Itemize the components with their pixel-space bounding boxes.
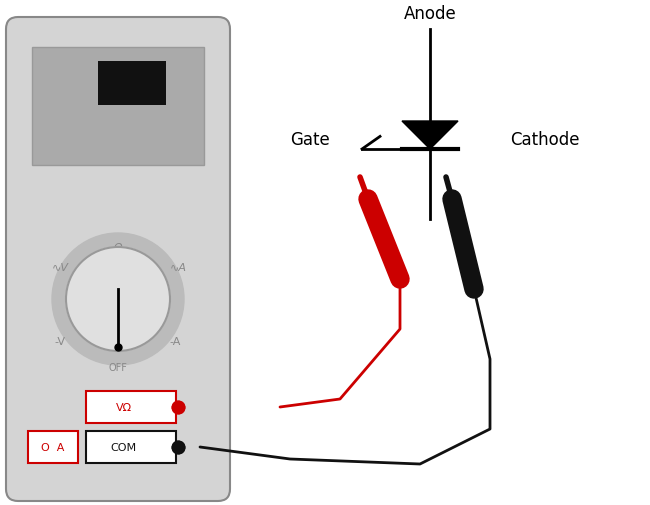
- Bar: [32, 48, 204, 166]
- Text: Gate: Gate: [291, 131, 330, 148]
- Text: OFF: OFF: [109, 362, 127, 372]
- Text: O  A: O A: [42, 442, 65, 452]
- Text: Cathode: Cathode: [510, 131, 580, 148]
- Text: ∿A: ∿A: [170, 263, 187, 273]
- Text: ∿V: ∿V: [51, 263, 68, 273]
- Bar: [86, 431, 176, 463]
- FancyBboxPatch shape: [6, 18, 230, 501]
- Text: VΩ: VΩ: [116, 402, 132, 412]
- Polygon shape: [402, 122, 458, 149]
- Bar: [86, 391, 176, 423]
- Text: Ω: Ω: [114, 242, 122, 252]
- Circle shape: [66, 247, 170, 351]
- Text: -V: -V: [55, 336, 66, 346]
- Circle shape: [52, 233, 184, 365]
- Text: -A: -A: [169, 336, 181, 346]
- Bar: [28, 431, 78, 463]
- Text: COM: COM: [111, 442, 137, 452]
- Bar: [98, 62, 166, 106]
- Text: Anode: Anode: [404, 5, 456, 23]
